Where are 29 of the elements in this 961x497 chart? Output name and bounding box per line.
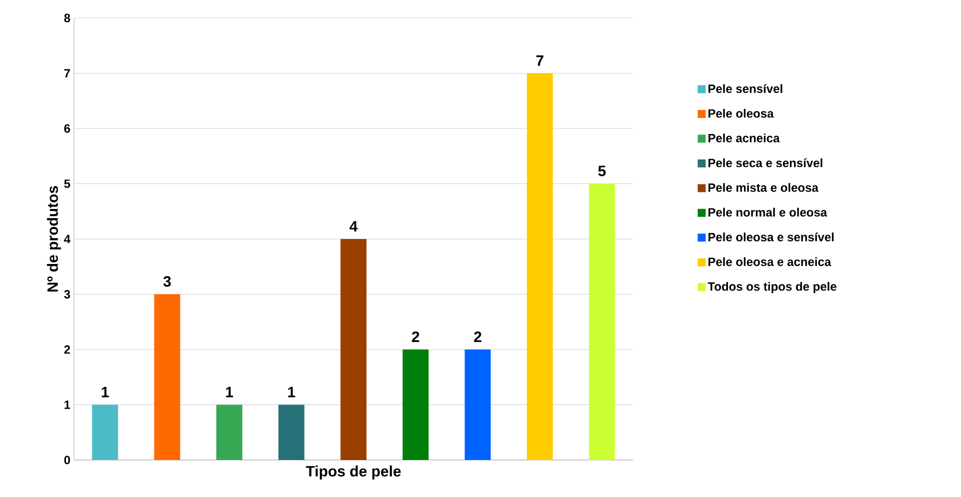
x-axis-title: Tipos de pele bbox=[306, 466, 401, 480]
data-label: 4 bbox=[350, 221, 358, 232]
legend-label: Pele oleosa e sensível bbox=[708, 232, 834, 242]
y-tick-label: 5 bbox=[64, 180, 70, 188]
data-label: 1 bbox=[288, 386, 296, 398]
legend-label: Todos os tipos de pele bbox=[708, 282, 836, 294]
legend-label: Pele mista e oleosa bbox=[708, 183, 818, 192]
y-tick-label: 0 bbox=[64, 456, 70, 464]
data-label: 1 bbox=[102, 386, 109, 398]
data-label: 7 bbox=[536, 55, 544, 66]
y-tick-label: 2 bbox=[64, 345, 70, 354]
y-tick-label: 7 bbox=[64, 69, 70, 78]
legend-label: Pele oleosa e acneica bbox=[708, 257, 832, 266]
y-tick-label: 3 bbox=[64, 290, 70, 299]
data-label: 2 bbox=[412, 331, 420, 342]
y-tick-label: 8 bbox=[64, 14, 70, 22]
legend-label: Pele sensível bbox=[708, 84, 782, 93]
data-label: 1 bbox=[226, 386, 234, 398]
y-tick-label: 4 bbox=[64, 234, 70, 244]
y-tick-label: 1 bbox=[64, 400, 70, 409]
y-tick-label: 6 bbox=[64, 124, 70, 133]
data-label: 5 bbox=[598, 166, 606, 176]
legend-label: Pele acneica bbox=[708, 134, 780, 142]
legend-label: Pele seca e sensível bbox=[708, 158, 822, 168]
legend-label: Pele oleosa bbox=[708, 108, 774, 118]
legend-label: Pele normal e oleosa bbox=[708, 208, 828, 217]
y-axis-title: Nº de produtos bbox=[46, 186, 61, 292]
data-label: 3 bbox=[163, 276, 171, 287]
data-label: 2 bbox=[474, 331, 482, 342]
